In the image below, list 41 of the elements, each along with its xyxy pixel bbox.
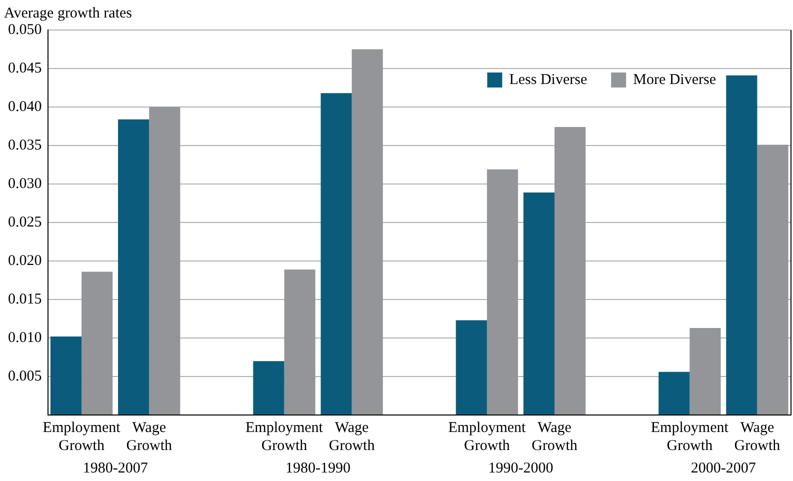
legend-label: Less Diverse (509, 72, 588, 88)
x-tick-label: Wage Growth (734, 420, 781, 454)
x-tick-label: Wage Growth (328, 420, 376, 454)
bar (757, 144, 788, 414)
x-tick-label: Employment Growth (448, 420, 527, 454)
x-tick-label: Wage Growth (126, 420, 173, 454)
bar (82, 272, 113, 414)
bar (352, 49, 383, 414)
y-tick-label: 0.015 (8, 291, 42, 308)
y-tick-label: 0.035 (8, 137, 42, 154)
bar (320, 93, 352, 414)
y-tick-label: 0.045 (8, 60, 42, 76)
bar (486, 169, 518, 414)
y-tick-label: 0.030 (8, 176, 42, 192)
x-tick-label: Employment Growth (42, 420, 122, 454)
bar (658, 372, 690, 414)
text: 1980-2007 (82, 460, 148, 476)
y-tick-label: 0.010 (8, 330, 42, 346)
x-tick-label: Employment Growth (650, 420, 730, 454)
y-tick-label: 0.050 (8, 22, 42, 38)
bar (523, 192, 555, 414)
text: 1980-1990 (286, 460, 351, 476)
bar (726, 75, 758, 414)
bar (456, 320, 487, 414)
y-tick-label: 0.025 (8, 214, 42, 230)
x-tick-label: Employment Growth (245, 420, 324, 454)
bar (149, 107, 180, 414)
bar (554, 127, 586, 414)
text: 1990-2000 (488, 460, 554, 476)
y-tick-label: 0.020 (8, 252, 42, 269)
y-axis-title: Average growth rates (4, 5, 132, 22)
bar (118, 119, 150, 414)
bar (50, 336, 82, 414)
y-tick-label: 0.040 (8, 98, 42, 115)
bar (284, 269, 316, 414)
y-tick-label: 0.005 (8, 368, 42, 384)
legend-label: More Diverse (633, 72, 716, 88)
bar (253, 361, 284, 414)
x-tick-label: Wage Growth (532, 420, 578, 454)
text: 2000-2007 (690, 460, 756, 476)
bar (690, 328, 721, 414)
